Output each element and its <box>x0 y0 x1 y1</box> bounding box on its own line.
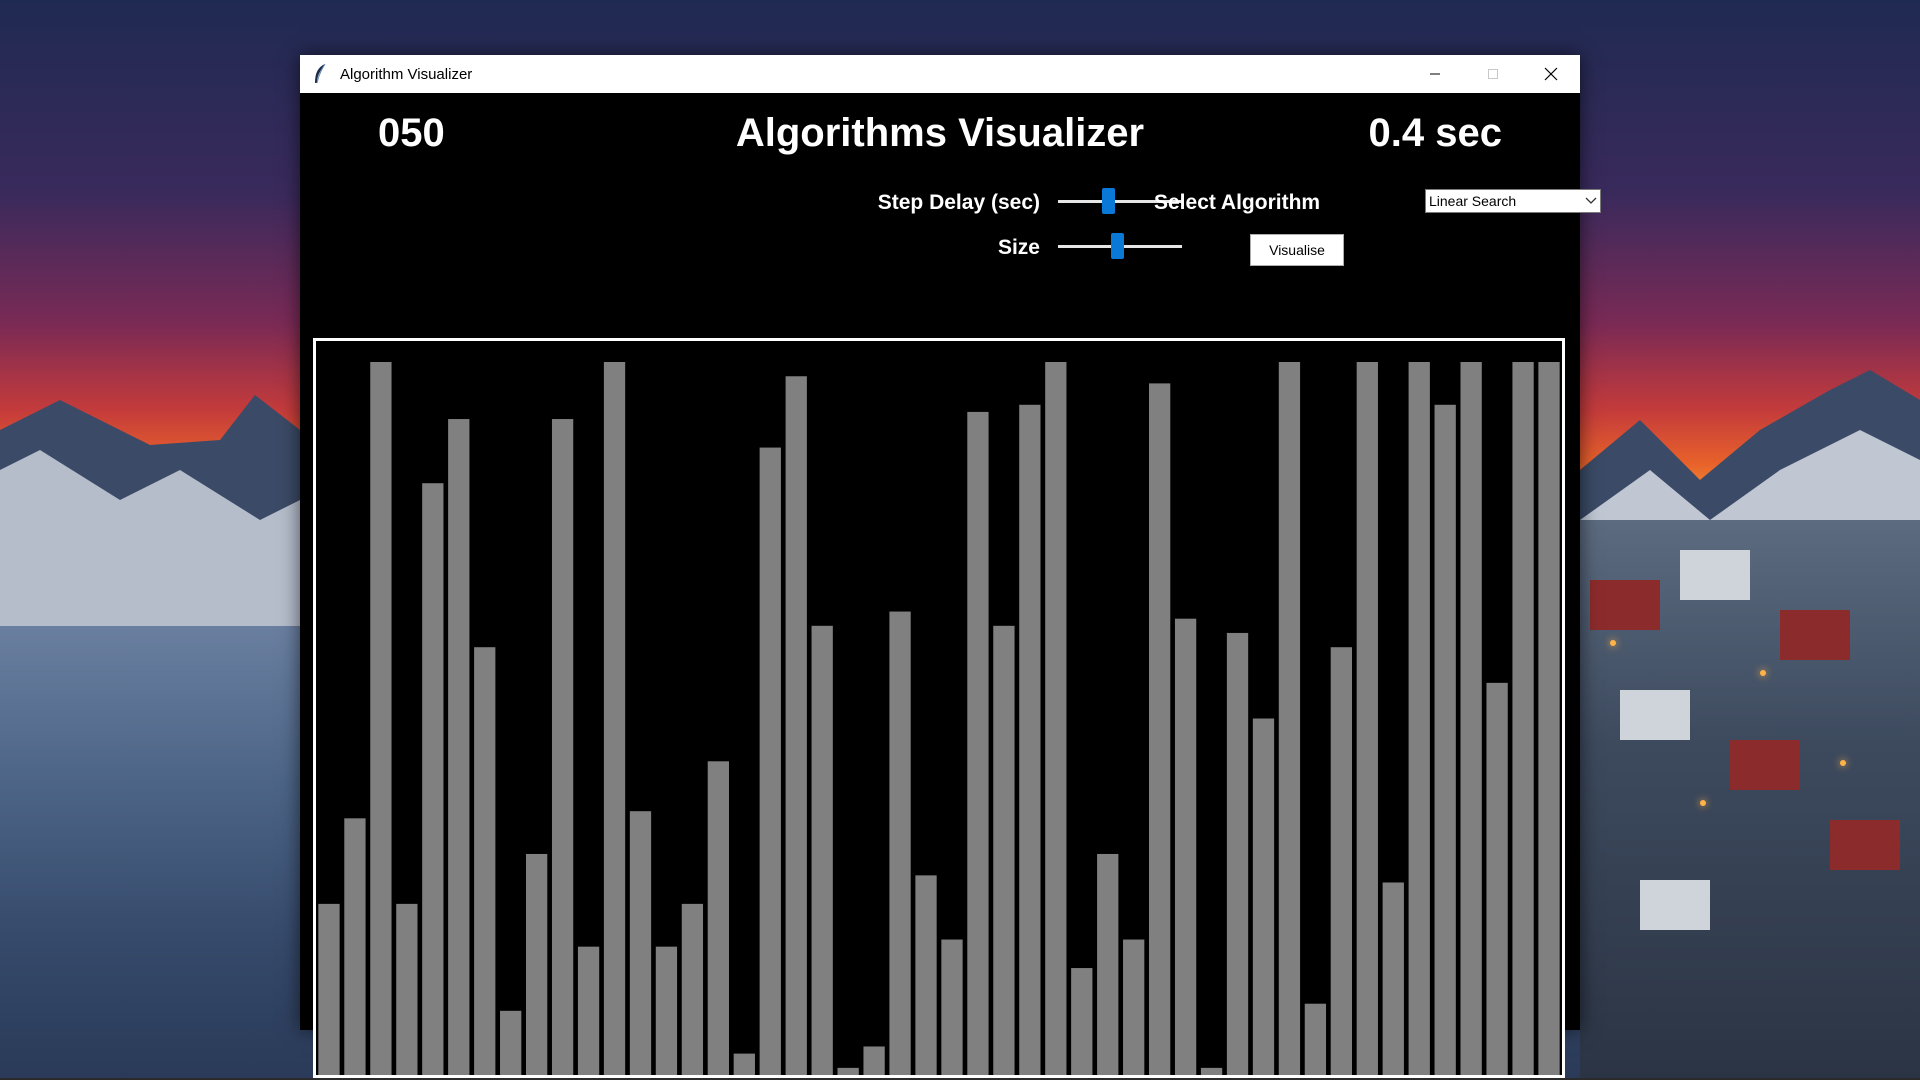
minimize-icon <box>1430 73 1440 75</box>
array-bar <box>1019 404 1041 1075</box>
array-bar <box>1356 362 1378 1075</box>
array-bar <box>1149 383 1171 1075</box>
window-title: Algorithm Visualizer <box>340 65 473 83</box>
chevron-down-icon[interactable] <box>1582 190 1600 212</box>
array-bar <box>1408 362 1430 1075</box>
array-bar <box>707 761 729 1075</box>
title-bar[interactable]: Algorithm Visualizer <box>300 55 1580 93</box>
array-bar <box>811 625 833 1075</box>
elapsed-time: 0.4 sec <box>1368 111 1502 155</box>
algorithm-select[interactable]: Linear Search <box>1425 189 1601 213</box>
array-bar <box>1486 682 1508 1075</box>
array-bar <box>1252 718 1275 1075</box>
array-bar <box>448 419 470 1075</box>
algorithm-select-value: Linear Search <box>1429 193 1517 209</box>
array-bar <box>1123 939 1145 1075</box>
maximize-button[interactable] <box>1464 55 1522 93</box>
array-bar <box>1226 632 1249 1075</box>
array-bar <box>681 903 704 1075</box>
array-bar <box>1097 853 1119 1075</box>
step-counter: 050 <box>378 111 445 155</box>
step-delay-slider-track <box>1058 200 1182 203</box>
array-bar <box>889 611 911 1075</box>
close-icon <box>1544 67 1558 81</box>
array-bar <box>500 1010 522 1075</box>
app-window: Algorithm Visualizer 050 Algorithms Visu… <box>300 55 1601 1078</box>
array-bar <box>993 625 1015 1075</box>
maximize-icon <box>1488 69 1498 79</box>
array-bar <box>1538 362 1560 1075</box>
array-bar <box>422 483 444 1075</box>
array-bar <box>318 903 340 1075</box>
array-bar <box>785 376 807 1075</box>
array-bar <box>1330 647 1352 1075</box>
array-bar <box>1278 362 1301 1075</box>
size-label: Size <box>997 236 1040 259</box>
select-algorithm-label: Select Algorithm <box>1154 191 1321 214</box>
bar-chart <box>318 362 1560 1075</box>
array-bar <box>1304 1003 1327 1075</box>
array-bar <box>1382 882 1404 1075</box>
array-bar <box>759 447 781 1075</box>
array-bar <box>837 1067 859 1075</box>
array-bar <box>1071 968 1093 1075</box>
array-bar <box>915 875 937 1075</box>
array-bar <box>967 411 989 1075</box>
array-bar <box>733 1053 755 1075</box>
array-bar <box>526 853 548 1075</box>
array-bar <box>577 946 600 1075</box>
array-bar <box>551 419 574 1075</box>
array-bar <box>941 939 963 1075</box>
array-bar <box>1460 362 1482 1075</box>
array-bar <box>344 818 366 1075</box>
step-delay-slider-thumb[interactable] <box>1102 188 1115 214</box>
app-heading: Algorithms Visualizer <box>735 111 1145 155</box>
array-bar <box>655 946 678 1075</box>
array-bar <box>603 362 626 1075</box>
array-bar <box>1200 1067 1223 1075</box>
visualise-button[interactable]: Visualise <box>1250 234 1344 266</box>
close-button[interactable] <box>1522 55 1580 93</box>
window-controls <box>1406 55 1580 93</box>
visualization-canvas <box>313 338 1565 1078</box>
step-delay-slider[interactable] <box>1058 186 1182 216</box>
array-bar <box>629 811 652 1075</box>
array-bar <box>1174 618 1197 1075</box>
array-bar <box>863 1046 885 1075</box>
size-slider[interactable] <box>1058 231 1182 261</box>
minimize-button[interactable] <box>1406 55 1464 93</box>
array-bar <box>396 903 418 1075</box>
array-bar <box>1512 362 1534 1075</box>
step-delay-label: Step Delay (sec) <box>877 191 1040 214</box>
feather-icon <box>315 63 326 84</box>
waterfront-town <box>1580 520 1920 1080</box>
array-bar <box>1045 362 1067 1075</box>
app-content: 050 Algorithms Visualizer 0.4 sec Step D… <box>300 93 1601 1078</box>
taskbar-edge <box>0 1078 1920 1080</box>
size-slider-thumb[interactable] <box>1111 233 1124 259</box>
array-bar <box>370 362 392 1075</box>
array-bar <box>474 647 496 1075</box>
array-bar <box>1434 404 1456 1075</box>
